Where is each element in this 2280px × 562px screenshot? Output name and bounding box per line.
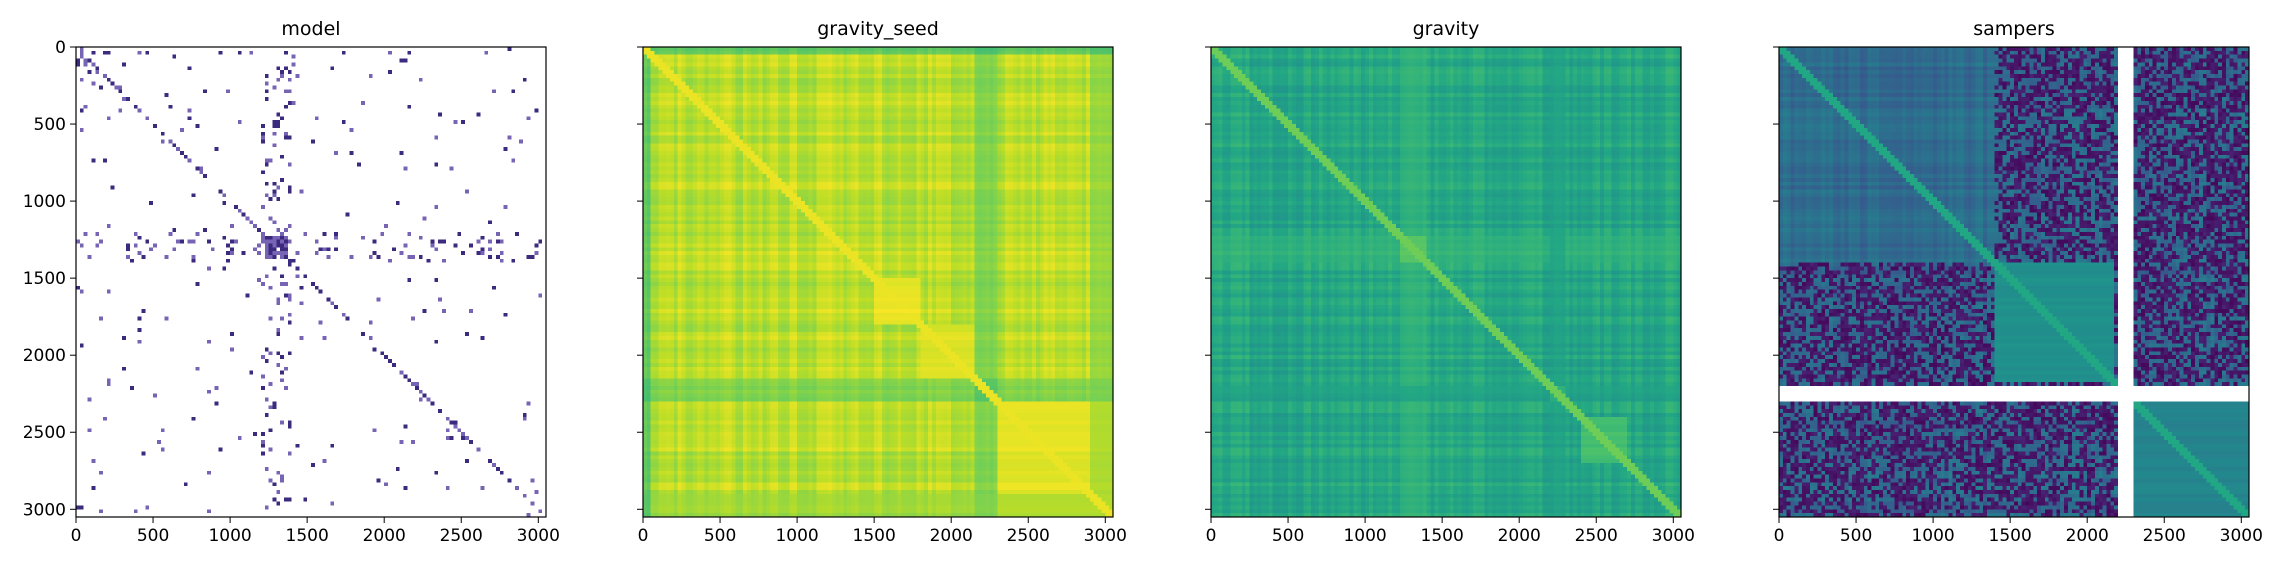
x-tick-label: 1500 xyxy=(1989,526,2032,546)
chart-title: gravity_seed xyxy=(817,18,939,40)
x-tick-label: 0 xyxy=(71,526,82,546)
plot-frame xyxy=(642,46,1114,518)
plot-frame xyxy=(75,46,547,518)
x-tick-label: 2500 xyxy=(1575,526,1618,546)
chart-title: gravity xyxy=(1413,18,1480,40)
y-tick-label: 500 xyxy=(34,115,66,135)
x-tick-label: 2000 xyxy=(363,526,406,546)
heatmap-panel-gravity_seed: gravity_seed 0 500 1000 1500 2000 2500 3000 xyxy=(637,18,1127,546)
x-tick-label: 0 xyxy=(1206,526,1217,546)
plot-frame xyxy=(1778,46,2250,518)
x-tick-label: 1000 xyxy=(775,526,818,546)
x-tick-label: 2000 xyxy=(1498,526,1541,546)
x-tick-label: 0 xyxy=(1774,526,1785,546)
x-tick-label: 2500 xyxy=(2143,526,2186,546)
y-tick-label: 0 xyxy=(55,38,66,58)
heatmap-image xyxy=(1779,47,2249,517)
x-tick-label: 3000 xyxy=(517,526,560,546)
x-tick-label: 2000 xyxy=(2066,526,2109,546)
x-tick-label: 3000 xyxy=(1084,526,1127,546)
y-tick-label: 2000 xyxy=(23,346,66,366)
y-tick-label: 1500 xyxy=(23,269,66,289)
x-tick-label: 500 xyxy=(1272,526,1304,546)
x-tick-label: 1500 xyxy=(853,526,896,546)
x-tick-label: 1500 xyxy=(286,526,329,546)
chart-title: sampers xyxy=(1973,18,2055,40)
heatmap-panel-gravity: gravity 0 500 1000 1500 2000 2500 3000 xyxy=(1205,18,1695,546)
x-tick-label: 2500 xyxy=(440,526,483,546)
chart-title: model xyxy=(281,18,340,40)
x-tick-label: 2000 xyxy=(930,526,973,546)
heatmap-image xyxy=(76,47,546,517)
y-tick-label: 2500 xyxy=(23,423,66,443)
x-tick-label: 500 xyxy=(704,526,736,546)
plot-frame xyxy=(1210,46,1682,518)
x-tick-label: 500 xyxy=(137,526,169,546)
x-tick-label: 500 xyxy=(1840,526,1872,546)
heatmap-image xyxy=(643,47,1113,517)
x-tick-label: 1500 xyxy=(1421,526,1464,546)
x-tick-label: 3000 xyxy=(1652,526,1695,546)
x-tick-label: 1000 xyxy=(1343,526,1386,546)
heatmap-panel-sampers: sampers 0 500 1000 1500 2000 2500 3000 xyxy=(1773,18,2263,546)
x-tick-label: 1000 xyxy=(1911,526,1954,546)
x-tick-label: 2500 xyxy=(1007,526,1050,546)
y-tick-label: 3000 xyxy=(23,500,66,520)
x-tick-label: 3000 xyxy=(2220,526,2263,546)
x-tick-label: 1000 xyxy=(208,526,251,546)
heatmap-image xyxy=(1211,47,1681,517)
x-tick-label: 0 xyxy=(638,526,649,546)
y-tick-label: 1000 xyxy=(23,192,66,212)
